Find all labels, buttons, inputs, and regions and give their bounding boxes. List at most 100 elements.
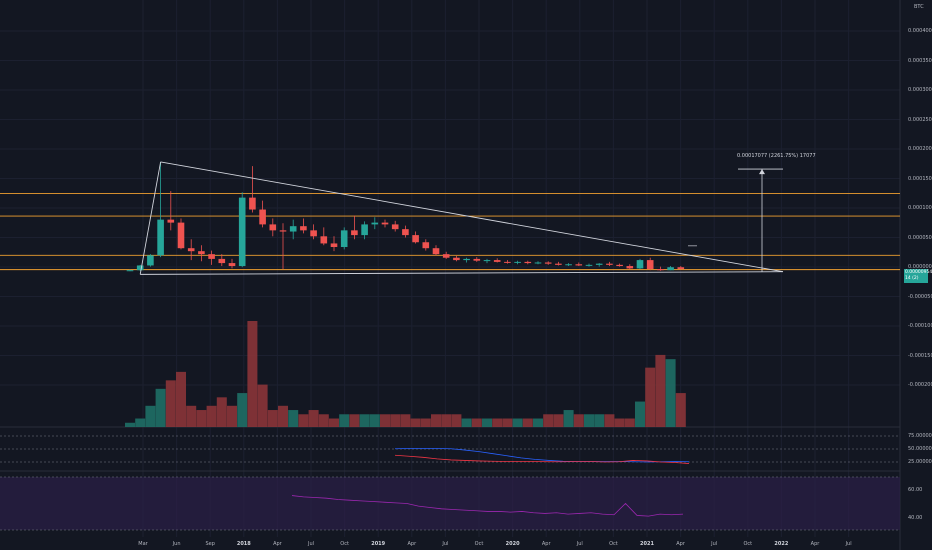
volume-bar xyxy=(573,414,584,427)
volume-bar xyxy=(186,405,197,427)
volume-bar xyxy=(461,418,472,427)
volume-bar xyxy=(237,393,248,427)
candle-body xyxy=(238,197,246,267)
volume-bar xyxy=(492,418,503,427)
candle-body xyxy=(340,230,348,248)
volume-bar xyxy=(390,414,401,427)
volume-bar xyxy=(196,410,207,427)
candle xyxy=(126,269,134,272)
candle xyxy=(228,258,236,269)
x-tick-label: Oct xyxy=(609,541,618,547)
volume-bar xyxy=(584,414,594,427)
candle-body xyxy=(595,263,603,265)
candle-body xyxy=(167,219,175,223)
x-tick-label: 2018 xyxy=(236,541,251,547)
volume-bar xyxy=(645,367,656,427)
volume-bar xyxy=(227,405,237,427)
candle-body xyxy=(381,222,389,225)
candle-body xyxy=(351,230,358,236)
candle-body xyxy=(524,261,532,264)
volume-bar xyxy=(278,405,288,427)
volume-bar xyxy=(563,410,574,427)
volume-bar xyxy=(604,414,615,427)
volume-bar xyxy=(543,414,554,427)
candle xyxy=(238,192,246,268)
candle-body xyxy=(198,251,205,255)
volume-bar xyxy=(369,414,380,427)
candle xyxy=(534,261,542,265)
candle-body xyxy=(585,264,593,266)
candle xyxy=(555,261,562,266)
candle-body xyxy=(422,242,430,249)
volume-bar xyxy=(318,414,329,427)
volume-bar xyxy=(441,414,452,427)
y-tick-label: -0.00015000 xyxy=(908,352,932,359)
volume-bar xyxy=(553,414,564,427)
candle xyxy=(310,224,317,240)
oscillator-level-label: 75.00000000 xyxy=(908,433,932,439)
oscillator-line-blue xyxy=(394,448,690,463)
x-tick-label: Jul xyxy=(307,541,315,547)
candle-body xyxy=(361,224,368,236)
candle xyxy=(330,236,338,252)
candle xyxy=(391,220,399,232)
candle-body xyxy=(218,258,226,264)
candle xyxy=(279,223,287,270)
y-tick-label: 0.00010000 xyxy=(908,205,932,211)
x-tick-label: Sep xyxy=(205,541,215,547)
current-price-tag: 0.00000954 14 (2) xyxy=(904,269,932,283)
trendline-left xyxy=(139,161,162,275)
candle xyxy=(453,255,460,262)
y-tick-label: 0.00030000 xyxy=(908,87,932,93)
volume-bar xyxy=(145,405,156,427)
candle xyxy=(595,263,603,267)
volume-bar xyxy=(665,359,676,427)
volume-bar xyxy=(471,418,482,427)
y-tick-label: -0.00010000 xyxy=(908,323,932,329)
oscillator-level-label: 50.00000000 xyxy=(908,446,932,452)
candle xyxy=(381,219,389,228)
volume-bar xyxy=(125,422,135,427)
candle xyxy=(422,239,430,251)
y-tick-label: -0.00020000 xyxy=(908,382,932,388)
candle-body xyxy=(473,258,481,261)
y-tick-label: -0.00005000 xyxy=(908,293,932,300)
rsi-band xyxy=(0,477,900,530)
rsi-line xyxy=(291,495,684,517)
current-price-value: 0.00000954 xyxy=(905,270,932,275)
candle xyxy=(493,258,501,263)
volume-bar xyxy=(502,418,513,427)
x-tick-label: 2022 xyxy=(774,541,789,547)
candle-body xyxy=(187,248,195,252)
candle xyxy=(524,260,532,265)
candle xyxy=(616,263,623,267)
volume-bar xyxy=(135,418,146,427)
volume-bar xyxy=(247,321,258,427)
volume-bar xyxy=(206,405,217,427)
x-tick-label: 2020 xyxy=(505,541,520,547)
volume-bar xyxy=(216,397,227,427)
candle xyxy=(208,250,215,265)
candle xyxy=(402,225,409,238)
candle-body xyxy=(279,230,287,232)
volume-bar xyxy=(533,418,543,427)
candle xyxy=(157,161,164,258)
candle-body xyxy=(300,226,307,231)
candle-body xyxy=(391,224,399,230)
candle-body xyxy=(147,255,154,266)
y-tick-label: 0.00005000 xyxy=(908,234,932,241)
candle xyxy=(147,254,154,267)
candle xyxy=(218,254,226,267)
volume-bar xyxy=(298,414,309,427)
candle-body xyxy=(657,269,664,271)
rsi-level-label: 40.00 xyxy=(908,515,923,521)
candle xyxy=(442,251,450,259)
volume-bar xyxy=(359,414,370,427)
volume-bar xyxy=(482,418,492,427)
volume-bar xyxy=(522,418,533,427)
candle xyxy=(473,257,481,262)
candle-body xyxy=(442,254,450,258)
candle xyxy=(626,264,634,270)
